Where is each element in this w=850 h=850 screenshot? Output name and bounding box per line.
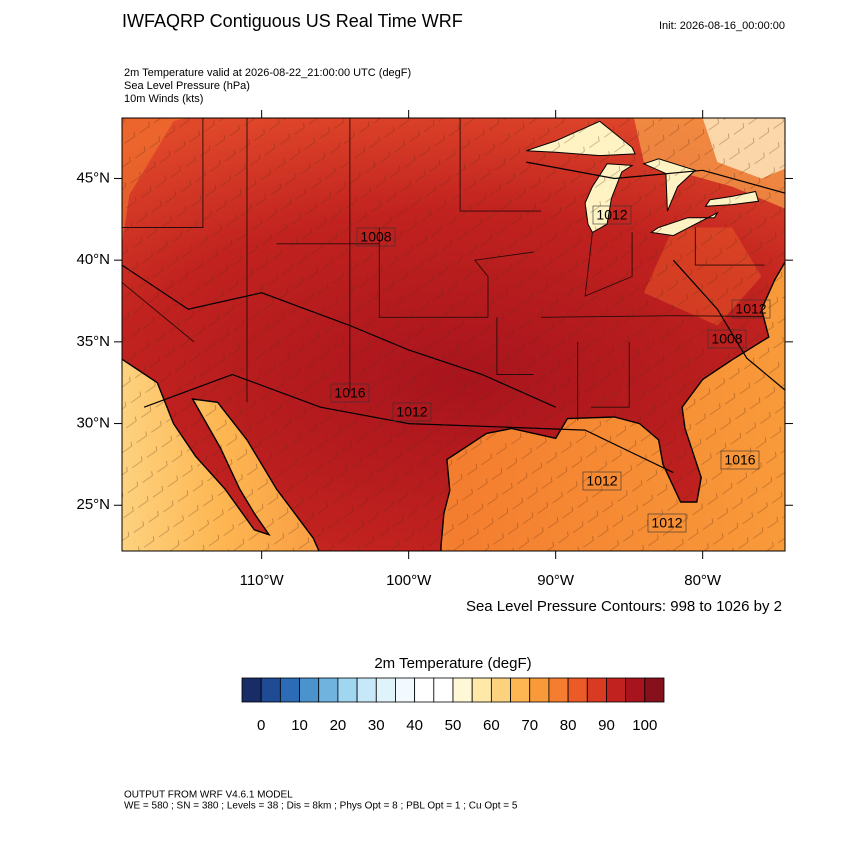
colorbar-box [279, 677, 300, 703]
y-tick-label: 40°N [76, 251, 110, 268]
colorbar-title: 2m Temperature (degF) [374, 655, 531, 672]
colorbar-box [414, 677, 435, 703]
contour-label: 1008 [360, 229, 391, 245]
colorbar-box [529, 677, 550, 703]
colorbar-tick-label: 20 [330, 717, 347, 734]
colorbar-tick-label: 40 [406, 717, 423, 734]
x-tick-label: 90°W [537, 572, 575, 589]
contour-label-box [647, 513, 687, 533]
colorbar-box [644, 677, 665, 703]
colorbar-tick-label: 30 [368, 717, 385, 734]
x-tick-label: 100°W [386, 572, 432, 589]
contour-label-box [330, 383, 370, 403]
colorbar-box [318, 677, 339, 703]
colorbar-box [586, 677, 607, 703]
init-time: Init: 2026-08-16_00:00:00 [659, 20, 785, 32]
contour-label-box [720, 450, 760, 470]
colorbar-box [510, 677, 531, 703]
contour-label-box [592, 205, 632, 225]
contour-label: 1012 [735, 301, 766, 317]
colorbar-tick-label: 10 [291, 717, 308, 734]
colorbar-box [337, 677, 358, 703]
colorbar-box [395, 677, 416, 703]
contour-label: 1012 [651, 515, 682, 531]
footer: WE = 580 ; SN = 380 ; Levels = 38 ; Dis … [124, 801, 518, 812]
contour-label-box [392, 402, 432, 422]
wind-barbs [122, 118, 785, 551]
colorbar-box [241, 677, 262, 703]
contour-label: 1012 [596, 207, 627, 223]
colorbar-box [567, 677, 588, 703]
colorbar-box [490, 677, 511, 703]
colorbar-box [299, 677, 320, 703]
colorbar-box [548, 677, 569, 703]
contour-label: 1008 [711, 331, 742, 347]
y-tick-label: 35°N [76, 333, 110, 350]
colorbar-tick-label: 70 [521, 717, 538, 734]
colorbar-box [260, 677, 281, 703]
y-tick-label: 25°N [76, 496, 110, 513]
contour-label: 1016 [724, 452, 755, 468]
contour-label-box [582, 471, 622, 491]
contour-note: Sea Level Pressure Contours: 998 to 1026… [466, 598, 782, 615]
x-tick-label: 110°W [240, 572, 285, 589]
footer: OUTPUT FROM WRF V4.6.1 MODEL [124, 790, 293, 801]
colorbar-box [356, 677, 377, 703]
field-label: Sea Level Pressure (hPa) [124, 80, 250, 92]
colorbar-tick-label: 0 [257, 717, 265, 734]
contour-label: 1016 [334, 385, 365, 401]
contour-label: 1012 [586, 473, 617, 489]
colorbar-box [433, 677, 454, 703]
colorbar-tick-label: 50 [445, 717, 462, 734]
map: 1012 1008 1012 1008 1016 1012 1016 1012 1012 [122, 118, 785, 551]
title: IWFAQRP Contiguous US Real Time WRF [122, 11, 463, 31]
colorbar-tick-label: 90 [598, 717, 615, 734]
field-label: 10m Winds (kts) [124, 93, 203, 105]
colorbar-tick-label: 80 [560, 717, 577, 734]
contour-label-box [356, 227, 396, 247]
contour-label-box [731, 299, 771, 319]
contour-label-box [707, 329, 747, 349]
colorbar-box [625, 677, 646, 703]
colorbar-tick-label: 60 [483, 717, 500, 734]
colorbar-box [471, 677, 492, 703]
map-frame [121, 117, 786, 552]
field-label: 2m Temperature valid at 2026-08-22_21:00… [124, 67, 411, 79]
contour-label: 1012 [396, 404, 427, 420]
colorbar-box [375, 677, 396, 703]
colorbar-box [452, 677, 473, 703]
y-tick-label: 45°N [76, 169, 110, 186]
colorbar-tick-label: 100 [632, 717, 657, 734]
x-tick-label: 80°W [684, 572, 722, 589]
colorbar-box [606, 677, 627, 703]
y-tick-label: 30°N [76, 415, 110, 432]
